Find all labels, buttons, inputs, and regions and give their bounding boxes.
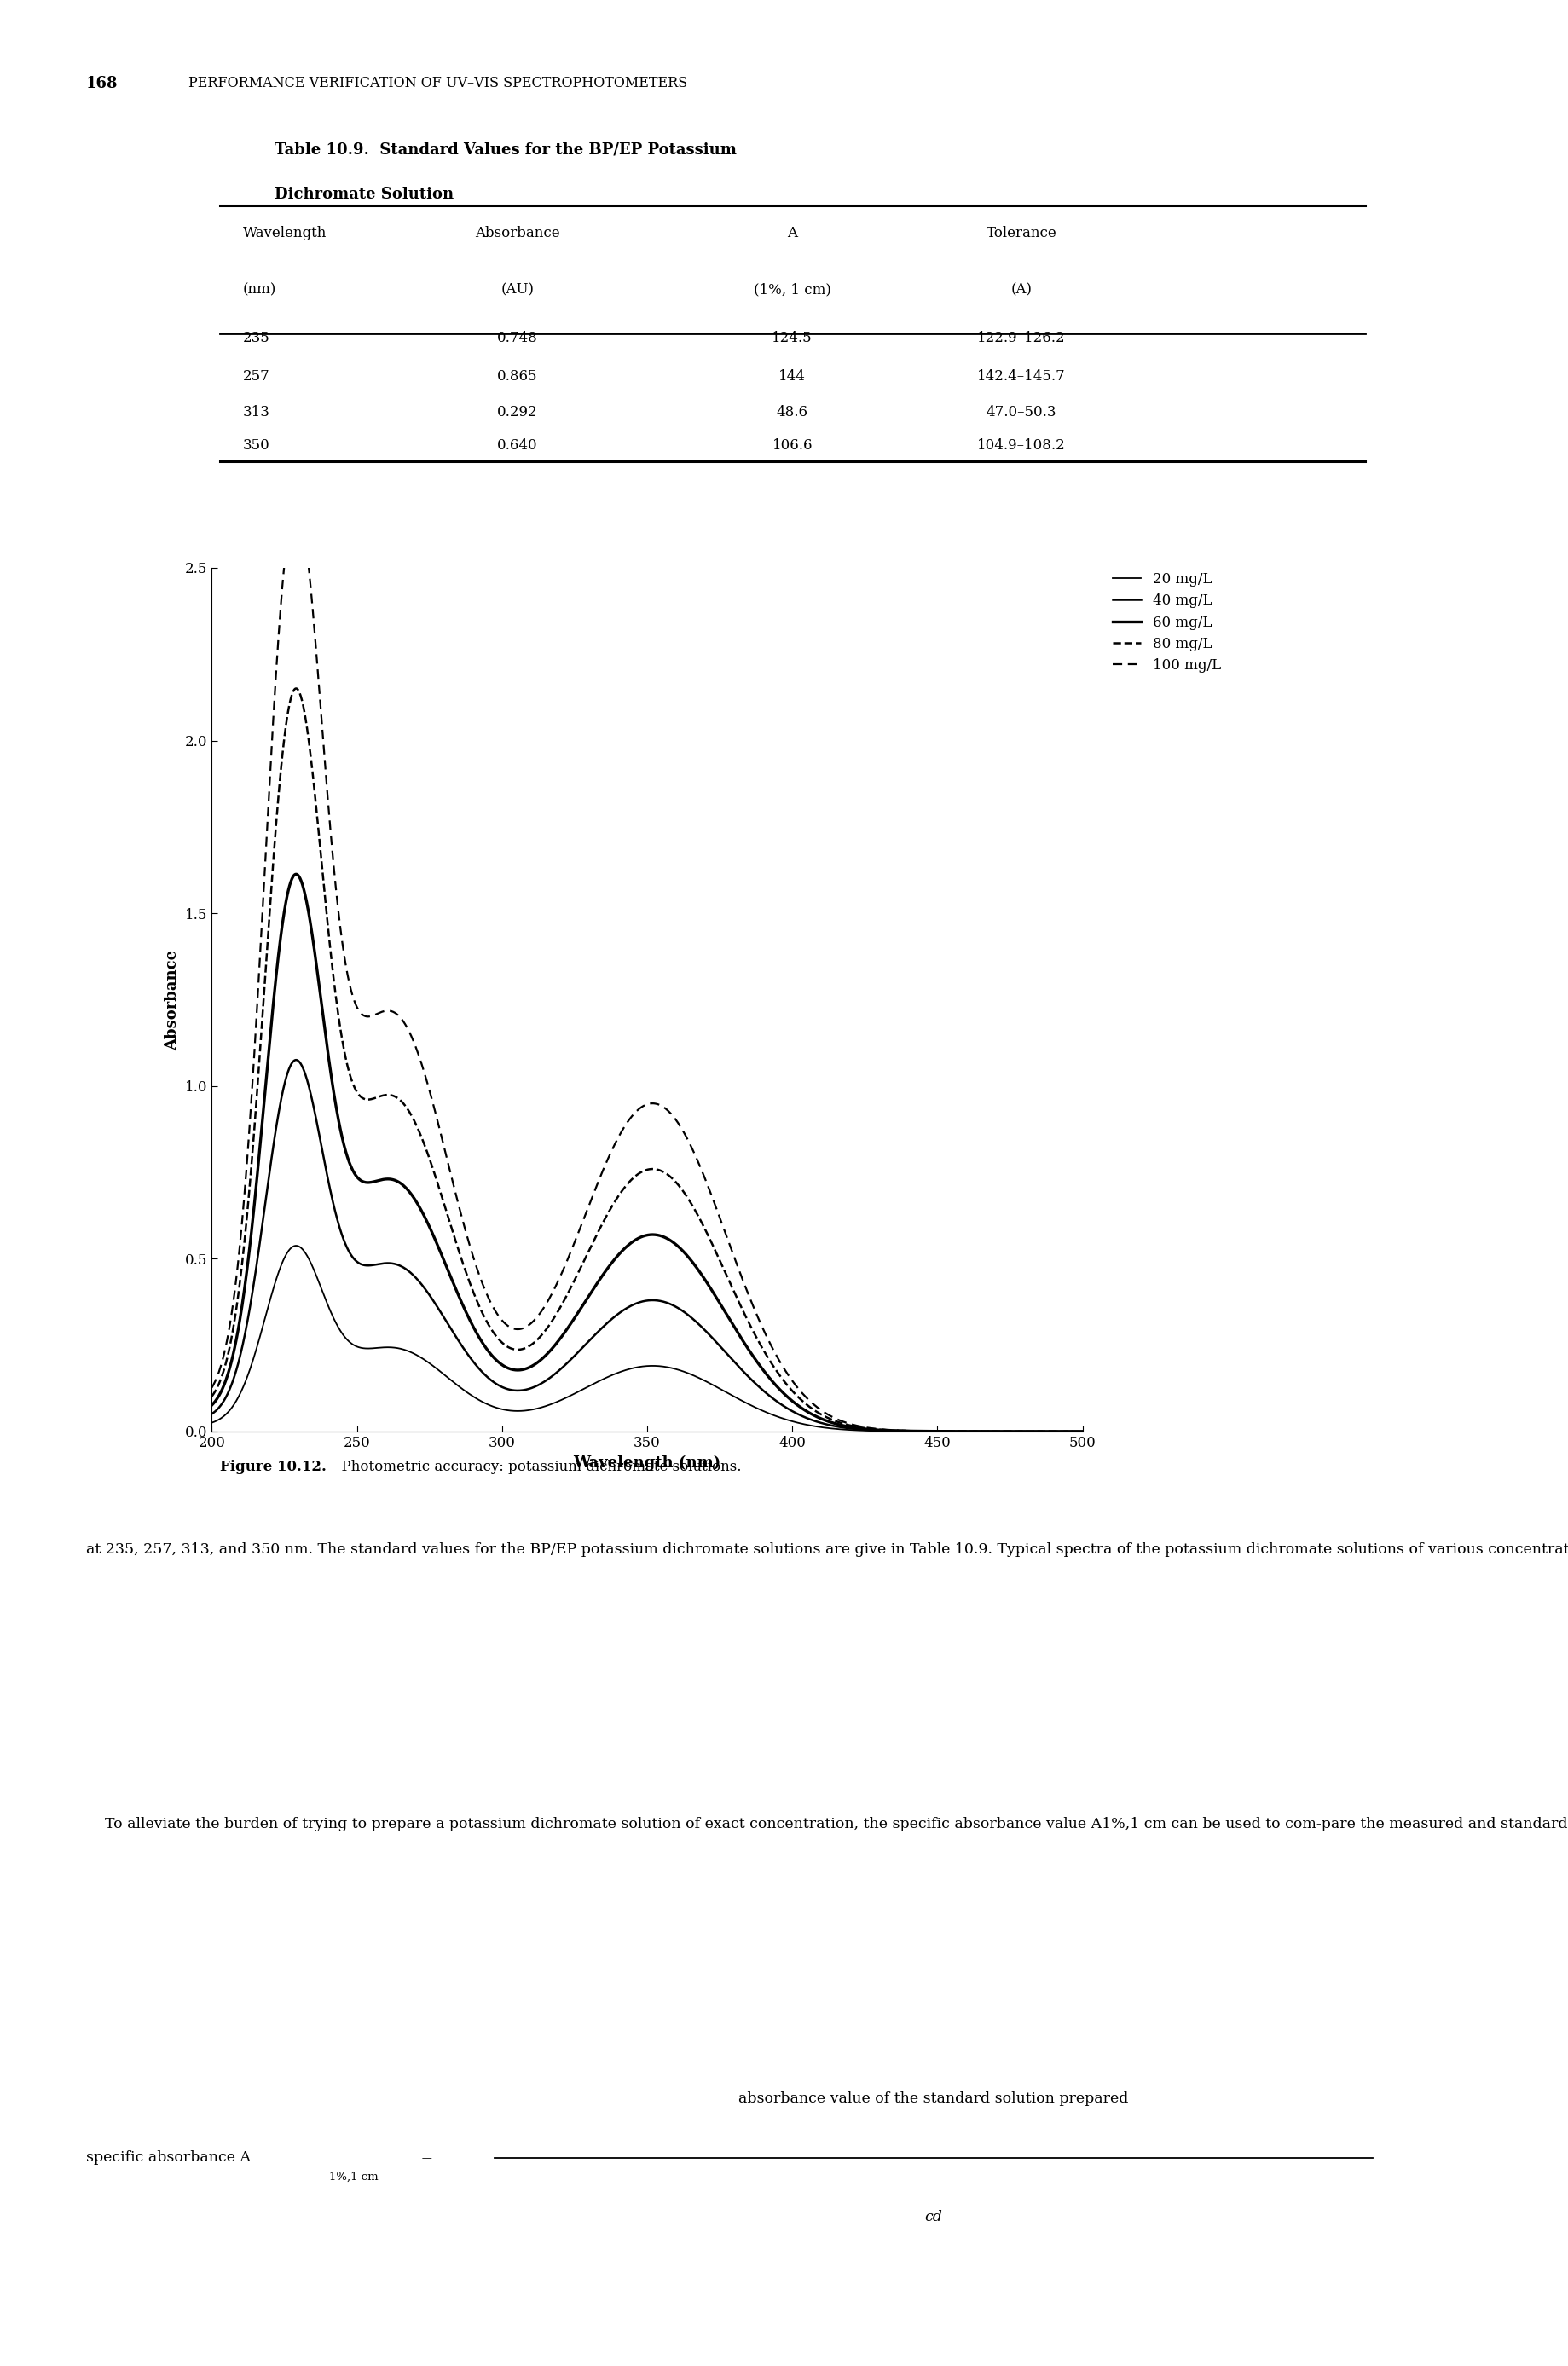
Text: 168: 168 — [86, 76, 118, 90]
X-axis label: Wavelength (nm): Wavelength (nm) — [572, 1455, 721, 1469]
Text: (nm): (nm) — [243, 282, 276, 298]
Text: 257: 257 — [243, 369, 270, 383]
Text: 350: 350 — [243, 438, 270, 452]
Text: Dichromate Solution: Dichromate Solution — [274, 187, 453, 201]
Text: 0.292: 0.292 — [497, 405, 538, 419]
Text: Table 10.9.  Standard Values for the BP/EP Potassium: Table 10.9. Standard Values for the BP/E… — [274, 142, 735, 156]
Text: Absorbance: Absorbance — [475, 227, 560, 241]
Text: A: A — [787, 227, 797, 241]
Text: Photometric accuracy: potassium dichromate solutions.: Photometric accuracy: potassium dichroma… — [332, 1460, 742, 1474]
Text: 0.640: 0.640 — [497, 438, 538, 452]
Y-axis label: Absorbance: Absorbance — [165, 949, 180, 1051]
Text: 106.6: 106.6 — [771, 438, 812, 452]
Text: (AU): (AU) — [500, 282, 533, 298]
Text: =: = — [416, 2151, 433, 2165]
Text: 142.4–145.7: 142.4–145.7 — [977, 369, 1065, 383]
Text: absorbance value of the standard solution prepared: absorbance value of the standard solutio… — [739, 2092, 1127, 2106]
Text: (A): (A) — [1010, 282, 1032, 298]
Text: To alleviate the burden of trying to prepare a potassium dichromate solution of : To alleviate the burden of trying to pre… — [86, 1817, 1568, 1831]
Text: 1%,1 cm: 1%,1 cm — [329, 2172, 378, 2181]
Text: 104.9–108.2: 104.9–108.2 — [977, 438, 1065, 452]
Text: Figure 10.12.: Figure 10.12. — [220, 1460, 326, 1474]
Text: 124.5: 124.5 — [771, 331, 812, 345]
Text: cd: cd — [924, 2210, 942, 2224]
Text: at 235, 257, 313, and 350 nm. The standard values for the BP/EP potassium dichro: at 235, 257, 313, and 350 nm. The standa… — [86, 1543, 1568, 1557]
Text: 47.0–50.3: 47.0–50.3 — [986, 405, 1055, 419]
Text: Wavelength: Wavelength — [243, 227, 326, 241]
Text: 235: 235 — [243, 331, 270, 345]
Text: 0.748: 0.748 — [497, 331, 538, 345]
Text: 48.6: 48.6 — [776, 405, 808, 419]
Text: 144: 144 — [778, 369, 806, 383]
Text: PERFORMANCE VERIFICATION OF UV–VIS SPECTROPHOTOMETERS: PERFORMANCE VERIFICATION OF UV–VIS SPECT… — [188, 76, 687, 90]
Text: Tolerance: Tolerance — [986, 227, 1055, 241]
Text: specific absorbance A: specific absorbance A — [86, 2151, 251, 2165]
Text: (1%, 1 cm): (1%, 1 cm) — [753, 282, 831, 298]
Text: 313: 313 — [243, 405, 270, 419]
Legend: 20 mg/L, 40 mg/L, 60 mg/L, 80 mg/L, 100 mg/L: 20 mg/L, 40 mg/L, 60 mg/L, 80 mg/L, 100 … — [1107, 565, 1226, 679]
Text: 122.9–126.2: 122.9–126.2 — [977, 331, 1065, 345]
Text: 0.865: 0.865 — [497, 369, 538, 383]
